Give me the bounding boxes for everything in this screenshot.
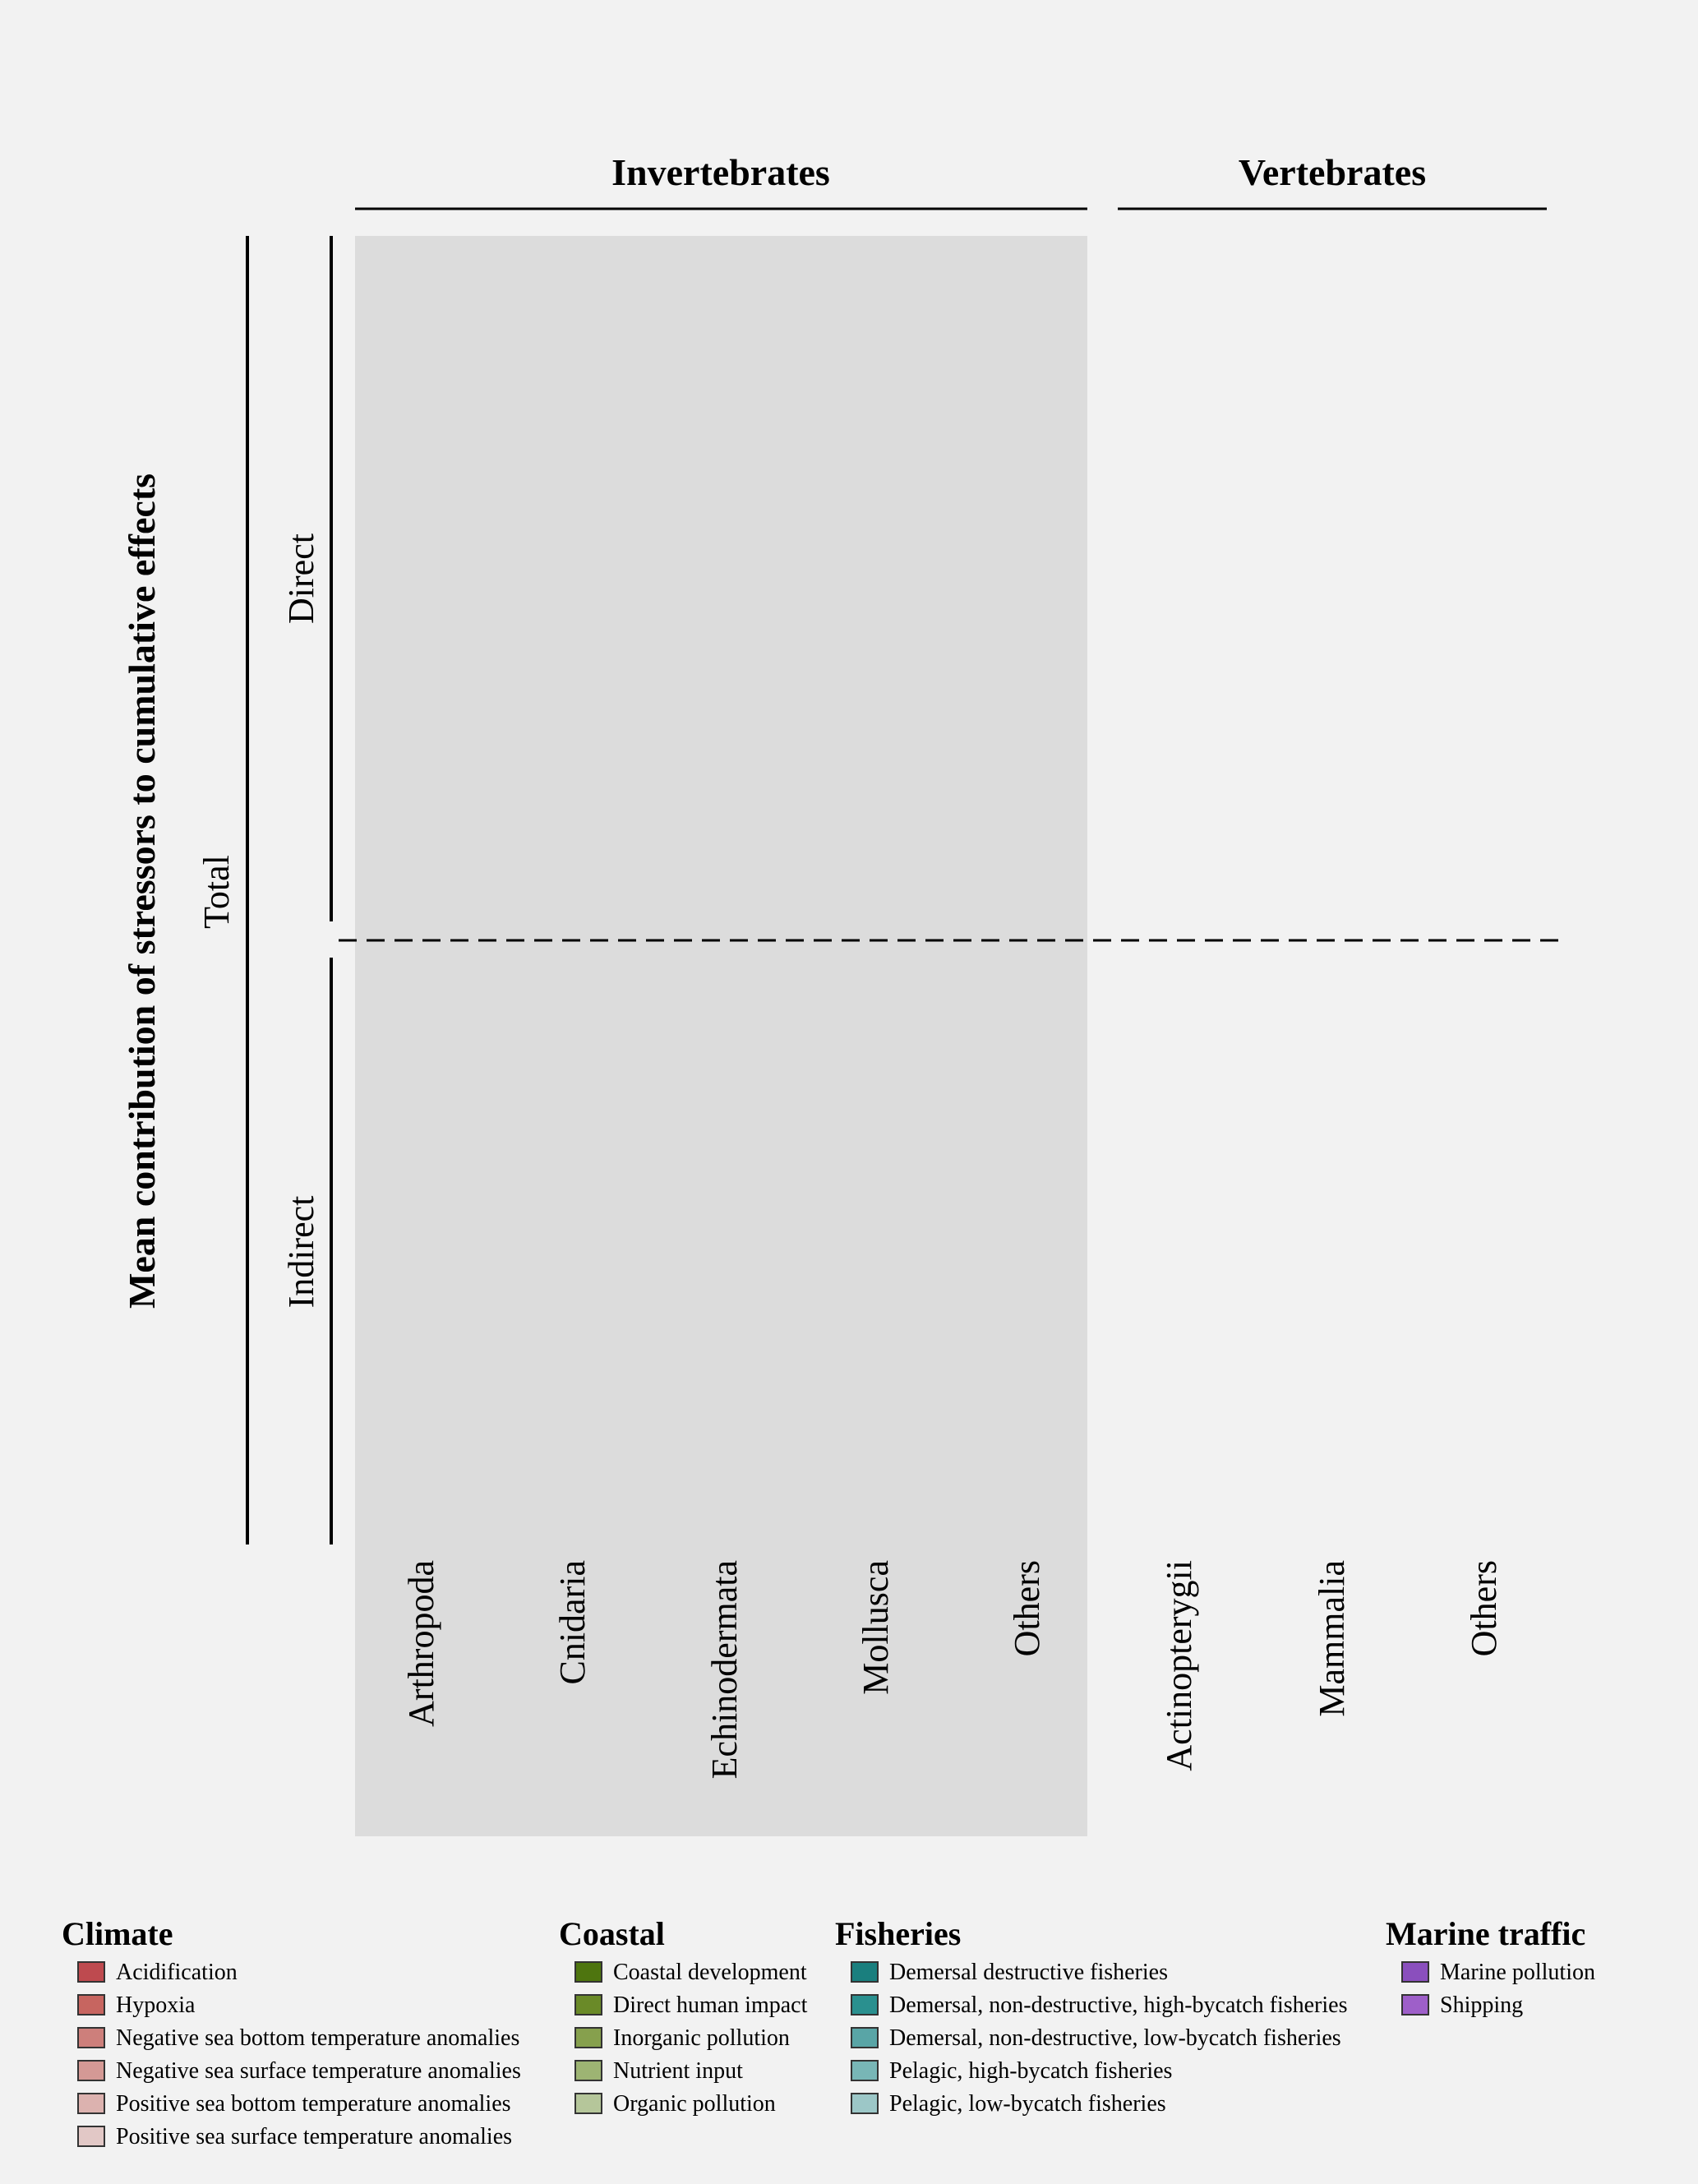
legend-swatch-marine-traffic-0 [1401, 1961, 1429, 1983]
legend-swatch-coastal-0 [574, 1961, 602, 1983]
legend-title-climate: Climate [62, 1915, 173, 1952]
category-label-others: Others [1464, 1560, 1504, 1656]
legend-label-climate-3: Negative sea surface temperature anomali… [116, 2058, 521, 2084]
legend-label-coastal-4: Organic pollution [613, 2091, 776, 2117]
legend-label-fisheries-0: Demersal destructive fisheries [889, 1960, 1168, 1985]
legend-label-fisheries-4: Pelagic, low-bycatch fisheries [889, 2091, 1166, 2117]
category-label-others: Others [1007, 1560, 1047, 1656]
total-label: Total [196, 855, 237, 929]
legend-swatch-climate-0 [77, 1961, 105, 1983]
legend-swatch-climate-2 [77, 2027, 105, 2048]
legend-swatch-climate-5 [77, 2126, 105, 2147]
direct-label: Direct [281, 533, 321, 624]
legend-title-coastal: Coastal [559, 1915, 665, 1952]
legend-label-climate-4: Positive sea bottom temperature anomalie… [116, 2091, 511, 2117]
category-label-actinopterygii: Actinopterygii [1159, 1560, 1199, 1771]
category-label-mollusca: Mollusca [856, 1560, 896, 1695]
category-label-arthropoda: Arthropoda [401, 1560, 441, 1727]
legend-title-fisheries: Fisheries [835, 1915, 961, 1952]
vertebrates-title: Vertebrates [1239, 151, 1426, 193]
legend-label-fisheries-1: Demersal, non-destructive, high-bycatch … [889, 1992, 1347, 2018]
invertebrates-panel-background [355, 236, 1087, 1836]
legend-swatch-coastal-4 [574, 2093, 602, 2114]
legend-label-climate-0: Acidification [116, 1960, 238, 1985]
legend-swatch-fisheries-0 [851, 1961, 879, 1983]
legend-swatch-climate-3 [77, 2060, 105, 2081]
legend-swatch-fisheries-3 [851, 2060, 879, 2081]
y-axis-title: Mean contribution of stressors to cumula… [121, 473, 163, 1309]
category-labels: Arthropoda Cnidaria Echinodermata Mollusca O… [401, 1560, 1504, 1779]
category-label-cnidaria: Cnidaria [552, 1560, 593, 1685]
category-label-echinodermata: Echinodermata [704, 1560, 745, 1779]
legend-label-coastal-2: Inorganic pollution [613, 2025, 790, 2051]
legend-swatch-coastal-2 [574, 2027, 602, 2048]
legend-swatch-climate-4 [77, 2093, 105, 2114]
legend-label-marine-traffic-0: Marine pollution [1440, 1960, 1595, 1985]
legend-swatch-fisheries-1 [851, 1994, 879, 2015]
legend-label-climate-5: Positive sea surface temperature anomali… [116, 2124, 512, 2149]
legend-label-marine-traffic-1: Shipping [1440, 1992, 1523, 2018]
legend-label-climate-2: Negative sea bottom temperature anomalie… [116, 2025, 519, 2051]
category-label-mammalia: Mammalia [1312, 1560, 1352, 1717]
legend-label-coastal-0: Coastal development [613, 1960, 807, 1985]
legend: Climate Acidification Hypoxia Negative sea … [62, 1915, 1595, 2149]
legend-label-coastal-3: Nutrient input [613, 2058, 743, 2084]
invertebrates-title: Invertebrates [611, 151, 830, 193]
legend-swatch-coastal-3 [574, 2060, 602, 2081]
legend-title-marine-traffic: Marine traffic [1386, 1915, 1585, 1952]
legend-label-climate-1: Hypoxia [116, 1992, 196, 2018]
legend-swatch-coastal-1 [574, 1994, 602, 2015]
legend-swatch-marine-traffic-1 [1401, 1994, 1429, 2015]
legend-swatch-fisheries-2 [851, 2027, 879, 2048]
legend-swatch-climate-1 [77, 1994, 105, 2015]
legend-label-coastal-1: Direct human impact [613, 1992, 808, 2018]
legend-label-fisheries-3: Pelagic, high-bycatch fisheries [889, 2058, 1172, 2084]
legend-label-fisheries-2: Demersal, non-destructive, low-bycatch f… [889, 2025, 1341, 2051]
legend-swatch-fisheries-4 [851, 2093, 879, 2114]
indirect-label: Indirect [281, 1196, 321, 1309]
